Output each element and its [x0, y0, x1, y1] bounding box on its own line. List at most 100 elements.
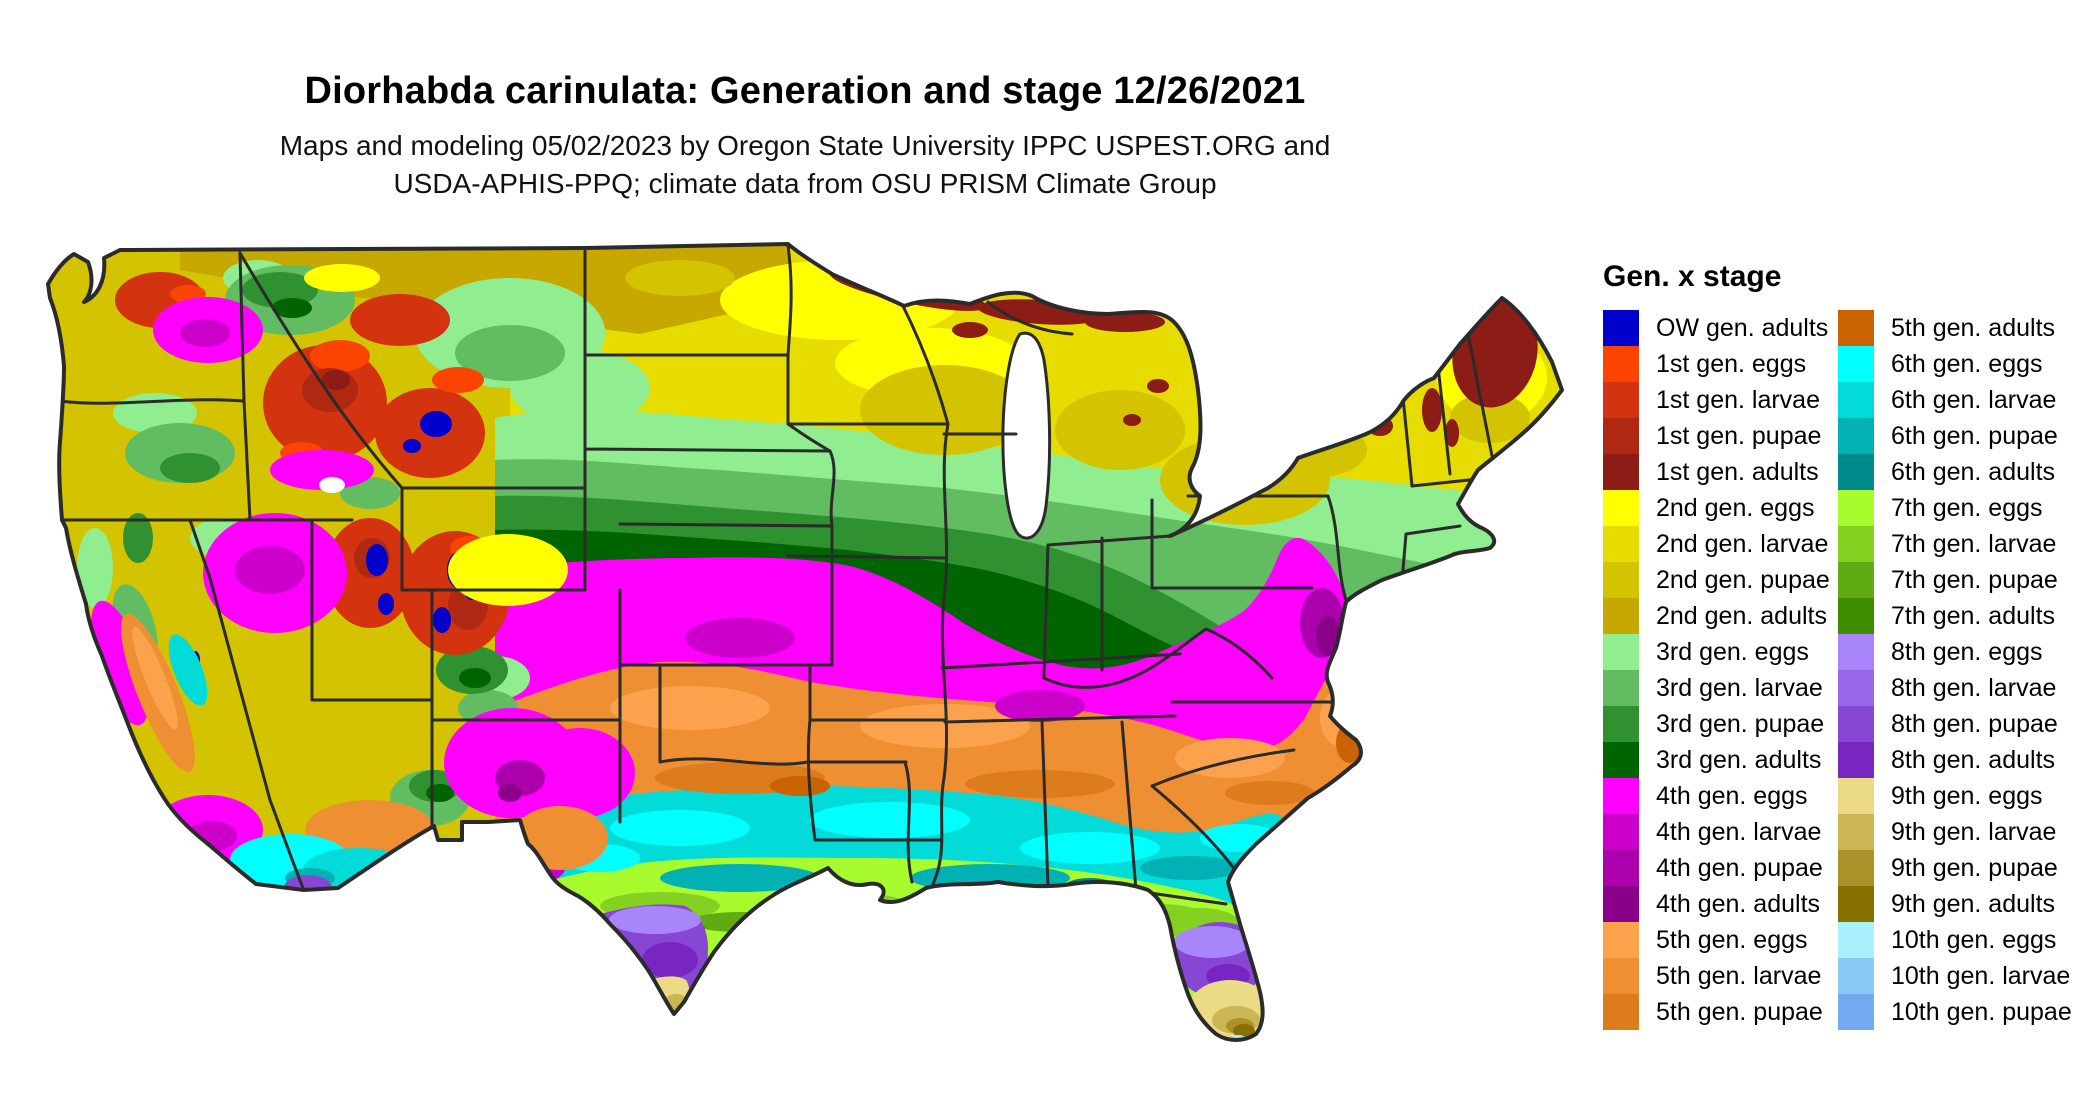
lake-michigan — [1001, 331, 1052, 540]
subtitle-line-1: Maps and modeling 05/02/2023 by Oregon S… — [279, 130, 1331, 161]
legend-label: 8th gen. pupae — [1891, 709, 2058, 738]
legend-swatch — [1603, 382, 1639, 418]
legend-item: 6th gen. eggs — [1838, 346, 2073, 382]
legend-label: 7th gen. adults — [1891, 601, 2056, 630]
legend: Gen. x stage OW gen. adults 1st gen. eggs… — [1603, 260, 2083, 1030]
legend-item: 2nd gen. eggs — [1603, 490, 1838, 526]
legend-item: 8th gen. pupae — [1838, 706, 2073, 742]
legend-swatch — [1838, 526, 1874, 562]
legend-swatch — [1838, 310, 1874, 346]
legend-label: 3rd gen. adults — [1656, 745, 1822, 774]
legend-label: 10th gen. pupae — [1891, 997, 2072, 1026]
legend-label: 5th gen. eggs — [1656, 925, 1808, 954]
legend-column-right: 5th gen. adults 6th gen. eggs 6th gen. lar… — [1838, 310, 2073, 1030]
legend-label: 4th gen. larvae — [1656, 817, 1822, 846]
legend-item: 5th gen. eggs — [1603, 922, 1838, 958]
legend-label: 9th gen. eggs — [1891, 781, 2043, 810]
legend-item: 2nd gen. pupae — [1603, 562, 1838, 598]
legend-item: 7th gen. pupae — [1838, 562, 2073, 598]
legend-label: 2nd gen. adults — [1656, 601, 1827, 630]
legend-label: 5th gen. adults — [1891, 313, 2056, 342]
legend-label: 1st gen. adults — [1656, 457, 1819, 486]
legend-label: 5th gen. pupae — [1656, 997, 1823, 1026]
legend-item: 2nd gen. larvae — [1603, 526, 1838, 562]
legend-swatch — [1838, 742, 1874, 778]
legend-label: 1st gen. pupae — [1656, 421, 1822, 450]
region-9th-gen-eggs — [643, 976, 1272, 1040]
legend-label: 7th gen. pupae — [1891, 565, 2058, 594]
legend-swatch — [1838, 670, 1874, 706]
legend-swatch — [1838, 418, 1874, 454]
legend-item: 9th gen. pupae — [1838, 850, 2073, 886]
legend-item: 8th gen. eggs — [1838, 634, 2073, 670]
legend-label: 5th gen. larvae — [1656, 961, 1822, 990]
legend-label: 6th gen. adults — [1891, 457, 2056, 486]
legend-item: 3rd gen. eggs — [1603, 634, 1838, 670]
legend-swatch — [1603, 778, 1639, 814]
legend-swatch — [1603, 742, 1639, 778]
legend-item: 2nd gen. adults — [1603, 598, 1838, 634]
legend-swatch — [1838, 706, 1874, 742]
us-map-svg — [46, 242, 1564, 1042]
region-8th-gen-eggs — [609, 906, 1250, 958]
page-title: Diorhabda carinulata: Generation and sta… — [304, 70, 1306, 112]
legend-item: 1st gen. adults — [1603, 454, 1838, 490]
legend-swatch — [1838, 598, 1874, 634]
legend-swatch — [1838, 562, 1874, 598]
legend-item: 4th gen. eggs — [1603, 778, 1838, 814]
legend-swatch — [1838, 994, 1874, 1030]
legend-swatch — [1603, 346, 1639, 382]
legend-item: 7th gen. eggs — [1838, 490, 2073, 526]
legend-label: OW gen. adults — [1656, 313, 1829, 342]
legend-label: 6th gen. pupae — [1891, 421, 2058, 450]
legend-label: 9th gen. adults — [1891, 889, 2056, 918]
legend-label: 9th gen. pupae — [1891, 853, 2058, 882]
west-4th-gen-larvae — [180, 319, 1085, 881]
legend-label: 4th gen. eggs — [1656, 781, 1808, 810]
legend-column-left: OW gen. adults 1st gen. eggs 1st gen. larv… — [1603, 310, 1838, 1030]
legend-label: 7th gen. eggs — [1891, 493, 2043, 522]
legend-item: 3rd gen. larvae — [1603, 670, 1838, 706]
legend-item: 7th gen. adults — [1838, 598, 2073, 634]
us-outline — [46, 242, 1564, 1042]
us-map — [40, 238, 1570, 1066]
figure-header: Diorhabda carinulata: Generation and sta… — [40, 70, 1570, 203]
legend-title: Gen. x stage — [1603, 260, 1782, 293]
legend-swatch — [1603, 634, 1639, 670]
legend-item: 5th gen. pupae — [1603, 994, 1838, 1030]
legend-label: 10th gen. eggs — [1891, 925, 2057, 954]
west-5th-gen-eggs — [132, 626, 178, 730]
region-10th-gen-eggs — [672, 1012, 1246, 1040]
legend-swatch — [1603, 922, 1639, 958]
legend-item: 6th gen. larvae — [1838, 382, 2073, 418]
legend-label: 4th gen. adults — [1656, 889, 1821, 918]
legend-item: 8th gen. larvae — [1838, 670, 2073, 706]
legend-swatch — [1603, 598, 1639, 634]
legend-item: 3rd gen. adults — [1603, 742, 1838, 778]
legend-item: 9th gen. larvae — [1838, 814, 2073, 850]
legend-item: 8th gen. adults — [1838, 742, 2073, 778]
great-salt-lake — [319, 477, 345, 493]
legend-label: 9th gen. larvae — [1891, 817, 2057, 846]
legend-swatch — [1838, 958, 1874, 994]
legend-swatch — [1838, 346, 1874, 382]
legend-item: 1st gen. eggs — [1603, 346, 1838, 382]
legend-item: 1st gen. pupae — [1603, 418, 1838, 454]
legend-columns: OW gen. adults 1st gen. eggs 1st gen. larv… — [1603, 310, 2083, 1030]
legend-swatch — [1603, 670, 1639, 706]
legend-label: 2nd gen. pupae — [1656, 565, 1830, 594]
legend-swatch — [1603, 886, 1639, 922]
legend-swatch — [1603, 310, 1639, 346]
legend-swatch — [1838, 634, 1874, 670]
legend-swatch — [1603, 850, 1639, 886]
legend-label: 1st gen. larvae — [1656, 385, 1820, 414]
legend-swatch — [1838, 922, 1874, 958]
legend-swatch — [1838, 382, 1874, 418]
legend-item: OW gen. adults — [1603, 310, 1838, 346]
west-4th-gen-adults — [498, 616, 1340, 802]
legend-label: 8th gen. larvae — [1891, 673, 2057, 702]
accents-7th-gen-pupae — [690, 910, 1150, 936]
legend-swatch — [1603, 958, 1639, 994]
region-9th-gen-adults — [1233, 1024, 1255, 1038]
